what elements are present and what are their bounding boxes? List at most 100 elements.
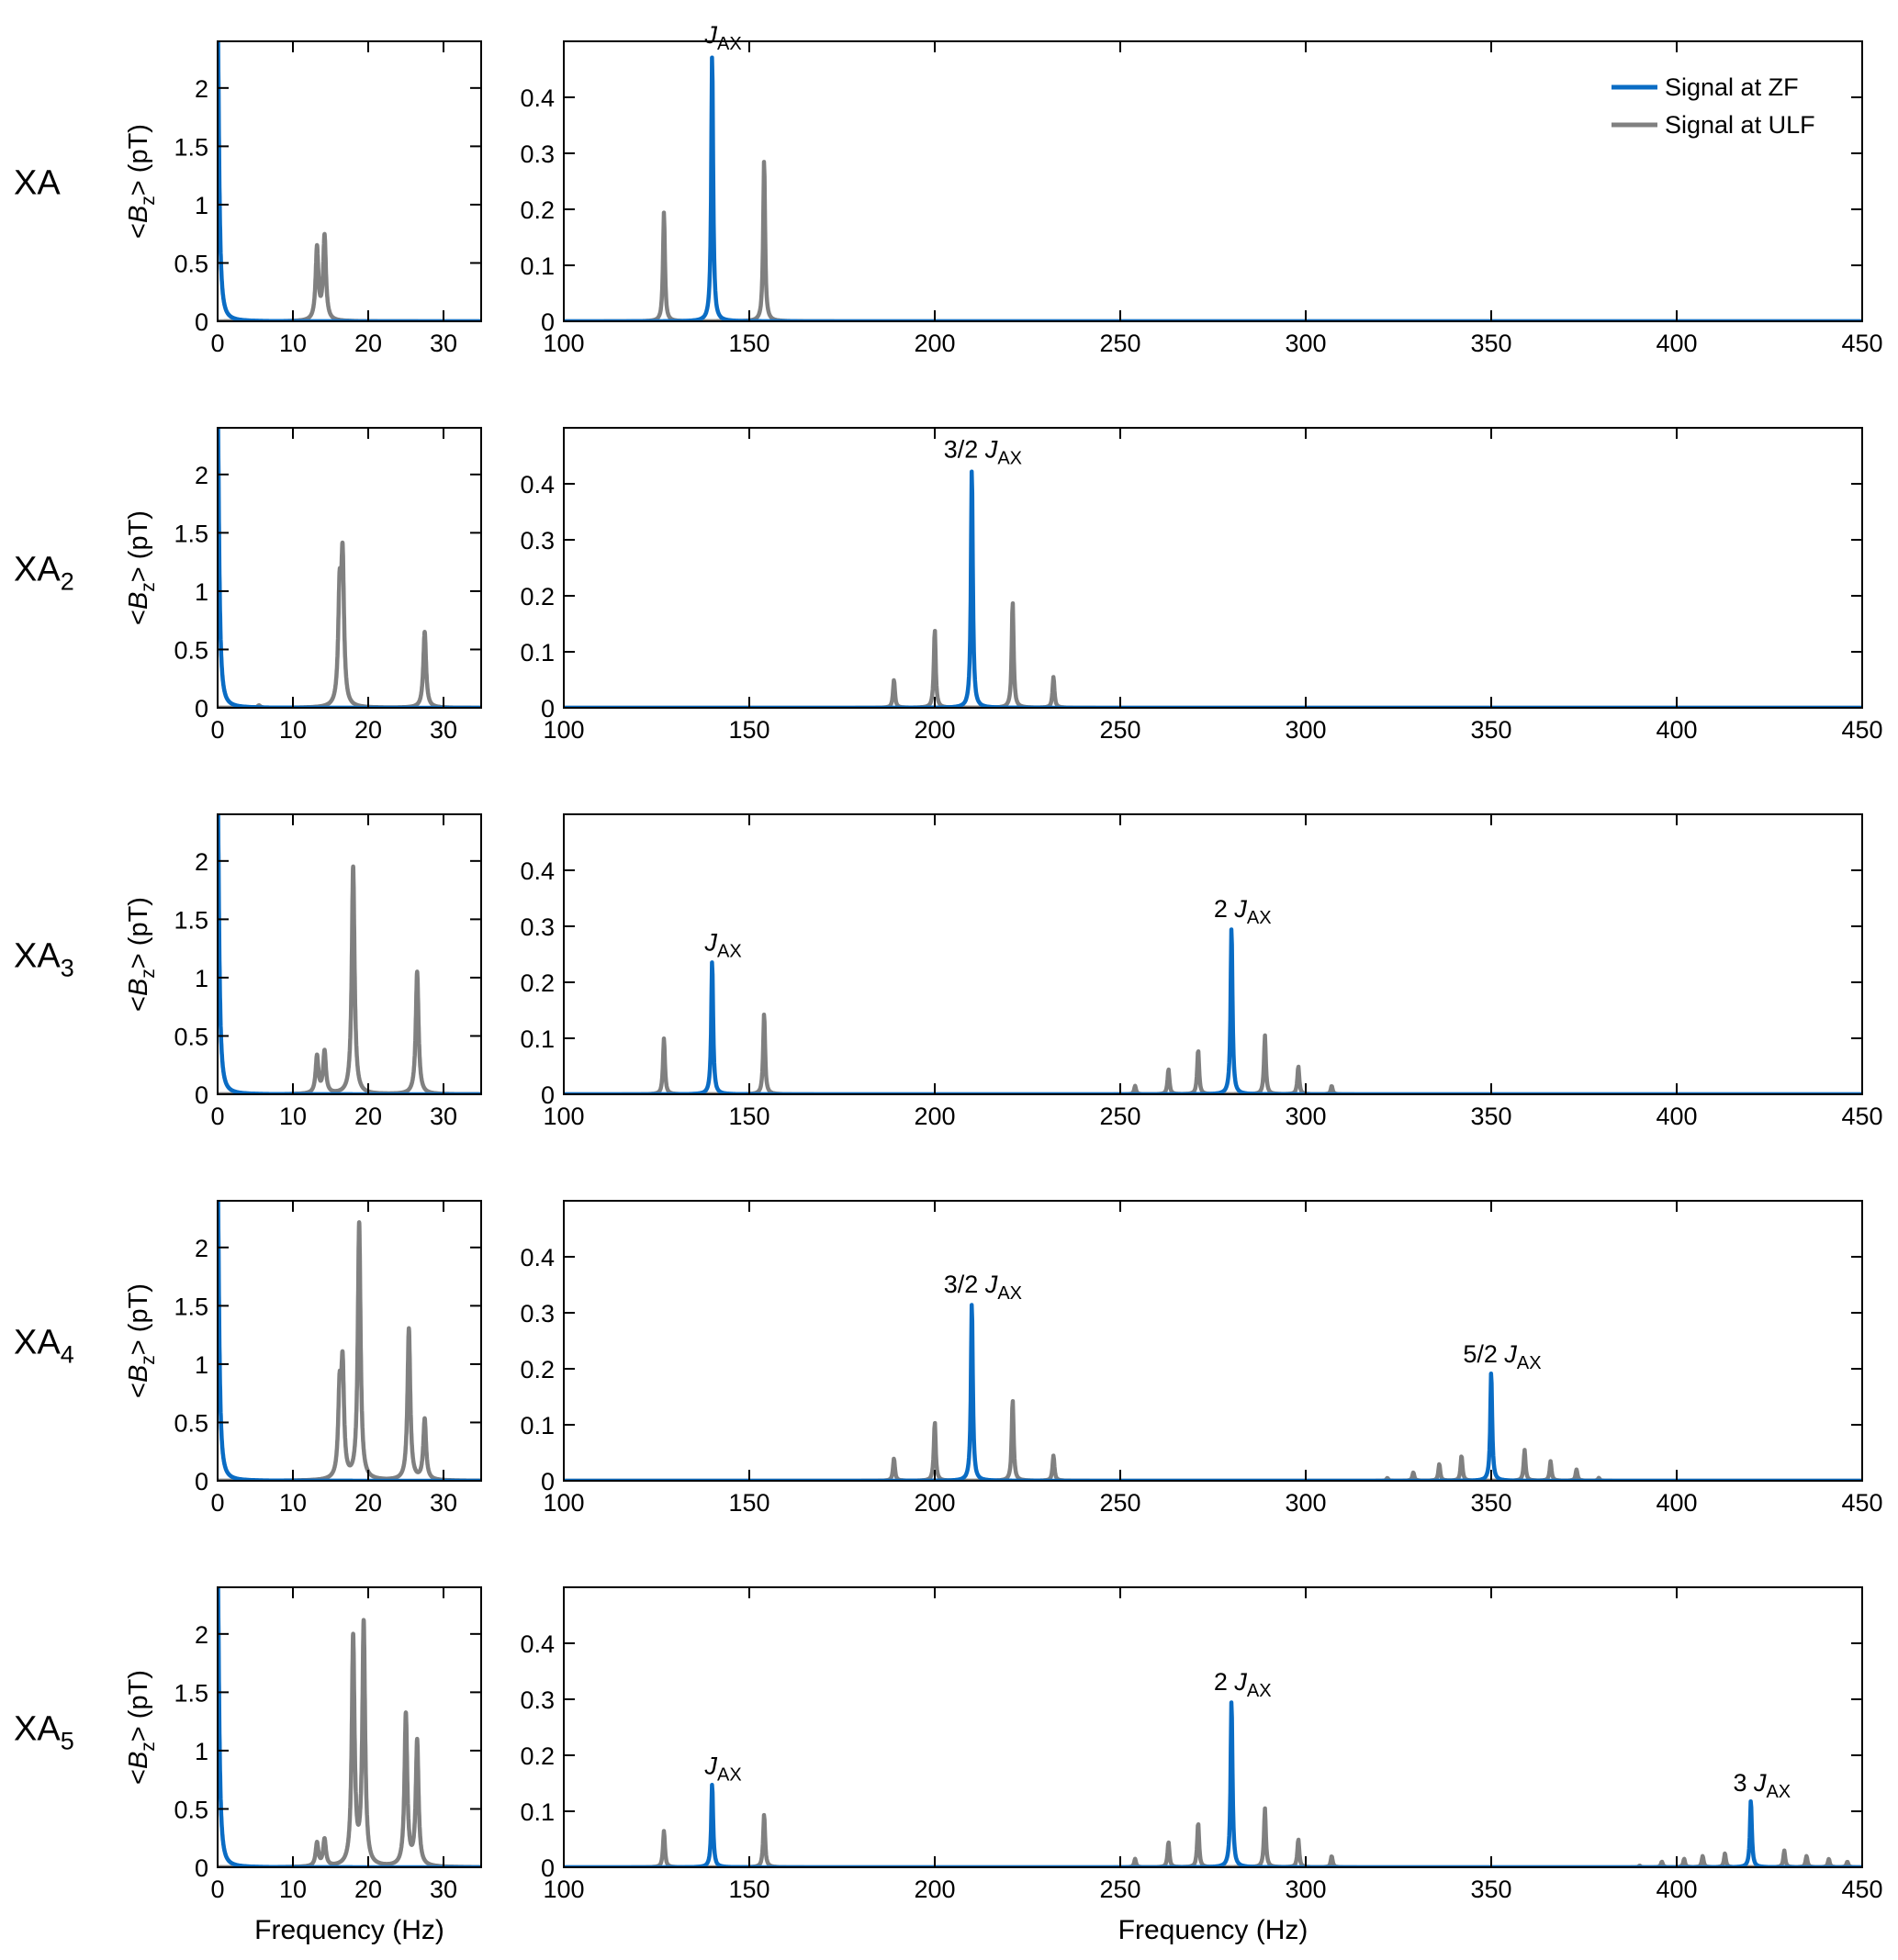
y-tick-label: 1 bbox=[195, 1738, 208, 1765]
x-tick-label: 450 bbox=[1841, 1103, 1882, 1130]
y-tick-label: 1 bbox=[195, 965, 208, 992]
text-part: < bbox=[124, 223, 153, 239]
x-tick-label: 30 bbox=[430, 1876, 457, 1903]
axes-box bbox=[217, 1586, 482, 1868]
text-part: 5/2 bbox=[1463, 1340, 1504, 1368]
x-tick-label: 0 bbox=[210, 1876, 224, 1903]
y-tick-label: 0.3 bbox=[520, 527, 555, 554]
axes-box bbox=[563, 427, 1863, 709]
x-tick-label: 350 bbox=[1470, 1103, 1511, 1130]
text-part: 3 bbox=[61, 955, 74, 982]
x-tick-label: 300 bbox=[1285, 1103, 1326, 1130]
text-part: J bbox=[1233, 1668, 1247, 1696]
series-line-ulf bbox=[218, 1618, 481, 1867]
row-label: XA5 bbox=[14, 1710, 74, 1755]
y-tick-label: 0 bbox=[195, 308, 208, 336]
x-axis-label: Frequency (Hz) bbox=[254, 1915, 444, 1945]
peak-annotation: 5/2 JAX bbox=[1463, 1340, 1541, 1373]
text-part: < bbox=[124, 1769, 153, 1785]
series-line-zf bbox=[218, 41, 481, 321]
y-tick-label: 1.5 bbox=[174, 1679, 208, 1707]
text-part: XA bbox=[14, 551, 61, 589]
series-line-ulf bbox=[564, 1398, 1862, 1481]
series-line-ulf bbox=[218, 540, 481, 708]
axes-box bbox=[217, 1200, 482, 1482]
x-tick-label: 200 bbox=[914, 1103, 955, 1130]
series-line-ulf bbox=[564, 1806, 1862, 1867]
y-tick-label: 0.5 bbox=[174, 1023, 208, 1050]
text-part: XA bbox=[14, 164, 61, 203]
x-tick-label: 450 bbox=[1841, 330, 1882, 357]
x-tick-label: 250 bbox=[1099, 716, 1140, 744]
y-tick-label: 0.2 bbox=[520, 196, 555, 224]
text-part: < bbox=[124, 996, 153, 1012]
x-tick-label: 450 bbox=[1841, 716, 1882, 744]
right-panel: 100 150 200 250 300 350 400 450 0 0.1 0.2 0.3 0.4 3/2… bbox=[520, 1200, 1883, 1517]
text-part: z bbox=[138, 1742, 159, 1752]
y-tick-label: 0 bbox=[541, 1854, 555, 1882]
text-part: AX bbox=[717, 34, 742, 54]
text-part: J bbox=[1503, 1340, 1517, 1368]
x-tick-label: 450 bbox=[1841, 1876, 1882, 1903]
x-tick-label: 20 bbox=[354, 1489, 382, 1517]
right-panel: 100 150 200 250 300 350 400 45000.10.20.30.4JAX… bbox=[520, 21, 1882, 357]
y-tick-label: 0 bbox=[541, 308, 555, 336]
x-tick-label: 20 bbox=[354, 1103, 382, 1130]
series-line-zf bbox=[564, 469, 1862, 708]
y-tick-label: 0.2 bbox=[520, 969, 555, 997]
x-tick-label: 250 bbox=[1099, 1103, 1140, 1130]
series-line-ulf bbox=[218, 864, 481, 1094]
y-tick-label: 0.1 bbox=[520, 1025, 555, 1053]
text-part: < bbox=[124, 1383, 153, 1398]
x-tick-label: 20 bbox=[354, 716, 382, 744]
x-tick-label: 100 bbox=[543, 1103, 584, 1130]
left-panel: 0 10 20 30 0 0.5 1 1.5 2 bbox=[174, 40, 482, 357]
text-part: B bbox=[124, 592, 153, 610]
y-tick-label: 2 bbox=[195, 462, 208, 489]
y-tick-label: 0.4 bbox=[520, 1630, 555, 1658]
axes-box bbox=[217, 40, 482, 322]
y-tick-label: 0 bbox=[195, 695, 208, 722]
x-tick-label: 30 bbox=[430, 1103, 457, 1130]
text-part: < bbox=[124, 610, 153, 625]
x-tick-label: 30 bbox=[430, 716, 457, 744]
y-tick-label: 1.5 bbox=[174, 520, 208, 547]
x-tick-label: 400 bbox=[1656, 1103, 1697, 1130]
text-part: > (pT) bbox=[124, 510, 153, 582]
text-part: B bbox=[124, 979, 153, 996]
text-part: > (pT) bbox=[124, 1670, 153, 1742]
y-tick-label: 0 bbox=[541, 695, 555, 722]
left-panel: 0 10 20 30 0 0.5 1 1.5 2 bbox=[174, 813, 482, 1130]
right-panel: 100 150 200 250 300 350 400 45000.10.20.30.4JAX… bbox=[520, 813, 1883, 1130]
y-axis-label: <Bz> (pT) bbox=[124, 1670, 159, 1785]
x-tick-label: 10 bbox=[279, 1489, 307, 1517]
text-part: B bbox=[124, 206, 153, 223]
y-tick-label: 0.5 bbox=[174, 250, 208, 277]
y-tick-label: 2 bbox=[195, 1621, 208, 1649]
y-tick-label: 1 bbox=[195, 192, 208, 219]
text-part: 2 bbox=[1214, 895, 1235, 923]
x-tick-label: 350 bbox=[1470, 716, 1511, 744]
x-tick-label: 20 bbox=[354, 1876, 382, 1903]
peak-annotation: 3 JAX bbox=[1733, 1769, 1791, 1802]
text-part: > (pT) bbox=[124, 897, 153, 969]
peak-annotation: 2 JAX bbox=[1214, 1668, 1272, 1701]
axes-box bbox=[563, 813, 1863, 1095]
x-tick-label: 10 bbox=[279, 716, 307, 744]
y-tick-label: 0.3 bbox=[520, 1300, 555, 1327]
text-part: AX bbox=[1247, 908, 1272, 928]
text-part: > (pT) bbox=[124, 124, 153, 196]
y-tick-label: 2 bbox=[195, 1235, 208, 1262]
x-tick-label: 200 bbox=[914, 330, 955, 357]
text-part: J bbox=[704, 1753, 718, 1780]
x-tick-label: 150 bbox=[728, 716, 769, 744]
text-part: 5 bbox=[61, 1728, 74, 1755]
y-tick-label: 0 bbox=[195, 1081, 208, 1109]
y-tick-label: 0.3 bbox=[520, 913, 555, 941]
x-tick-label: 100 bbox=[543, 1876, 584, 1903]
peak-annotation: 3/2 JAX bbox=[944, 436, 1022, 469]
text-part: 2 bbox=[61, 568, 74, 596]
